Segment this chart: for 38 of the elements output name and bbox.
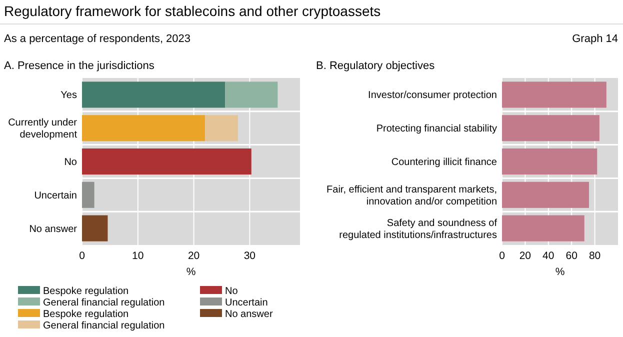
y-tick-label: Safety and soundness of regulated institutions/infrastructures bbox=[339, 218, 498, 241]
x-tick-label: 40 bbox=[542, 250, 554, 262]
x-axis-title: % bbox=[555, 266, 565, 278]
y-tick-label: Fair, efficient and transparent markets, innovation and/or competition bbox=[326, 184, 497, 208]
bar bbox=[502, 115, 600, 142]
y-tick-label: No bbox=[64, 157, 78, 168]
legend-label: No bbox=[225, 286, 238, 297]
legend-label: No answer bbox=[225, 309, 274, 320]
x-tick-label: 20 bbox=[519, 250, 532, 262]
bar bbox=[502, 182, 589, 208]
legend-label: Bespoke regulation bbox=[43, 309, 129, 320]
x-tick-label: 80 bbox=[588, 250, 601, 262]
legend-label: Bespoke regulation bbox=[43, 286, 129, 297]
y-tick-label: Uncertain bbox=[34, 190, 77, 202]
y-tick-label: Yes bbox=[60, 90, 77, 102]
bar bbox=[502, 148, 598, 175]
y-tick-label: Investor/consumer protection bbox=[368, 90, 497, 102]
y-tick-label: Protecting financial stability bbox=[376, 124, 497, 135]
text: B. Regulatory objectives bbox=[316, 60, 436, 72]
y-tick-label: Currently under development bbox=[8, 118, 78, 141]
bar bbox=[502, 82, 606, 108]
legend-label: Uncertain bbox=[225, 298, 268, 308]
legend-label: General financial regulation bbox=[43, 320, 165, 332]
x-axis-title: % bbox=[186, 266, 196, 278]
legend-label: General financial regulation bbox=[43, 298, 165, 308]
x-tick-label: 0 bbox=[499, 250, 506, 262]
chart-subtitle: As a percentage of respondents, 2023 bbox=[4, 33, 191, 45]
x-tick-label: 10 bbox=[132, 250, 144, 262]
y-tick-label: No answer bbox=[29, 224, 78, 235]
x-tick-label: 60 bbox=[566, 250, 578, 262]
x-tick-label: 30 bbox=[244, 250, 256, 262]
caption: Graph 14 bbox=[572, 33, 618, 45]
x-tick-label: 0 bbox=[79, 250, 86, 262]
chart-title: Regulatory framework for stablecoins and other cryptoassets bbox=[4, 3, 381, 19]
bar bbox=[502, 215, 584, 242]
text: A. Presence in the jurisdictions bbox=[4, 60, 155, 72]
x-tick-label: 20 bbox=[188, 250, 200, 262]
y-tick-label: Countering illicit finance bbox=[391, 157, 498, 168]
